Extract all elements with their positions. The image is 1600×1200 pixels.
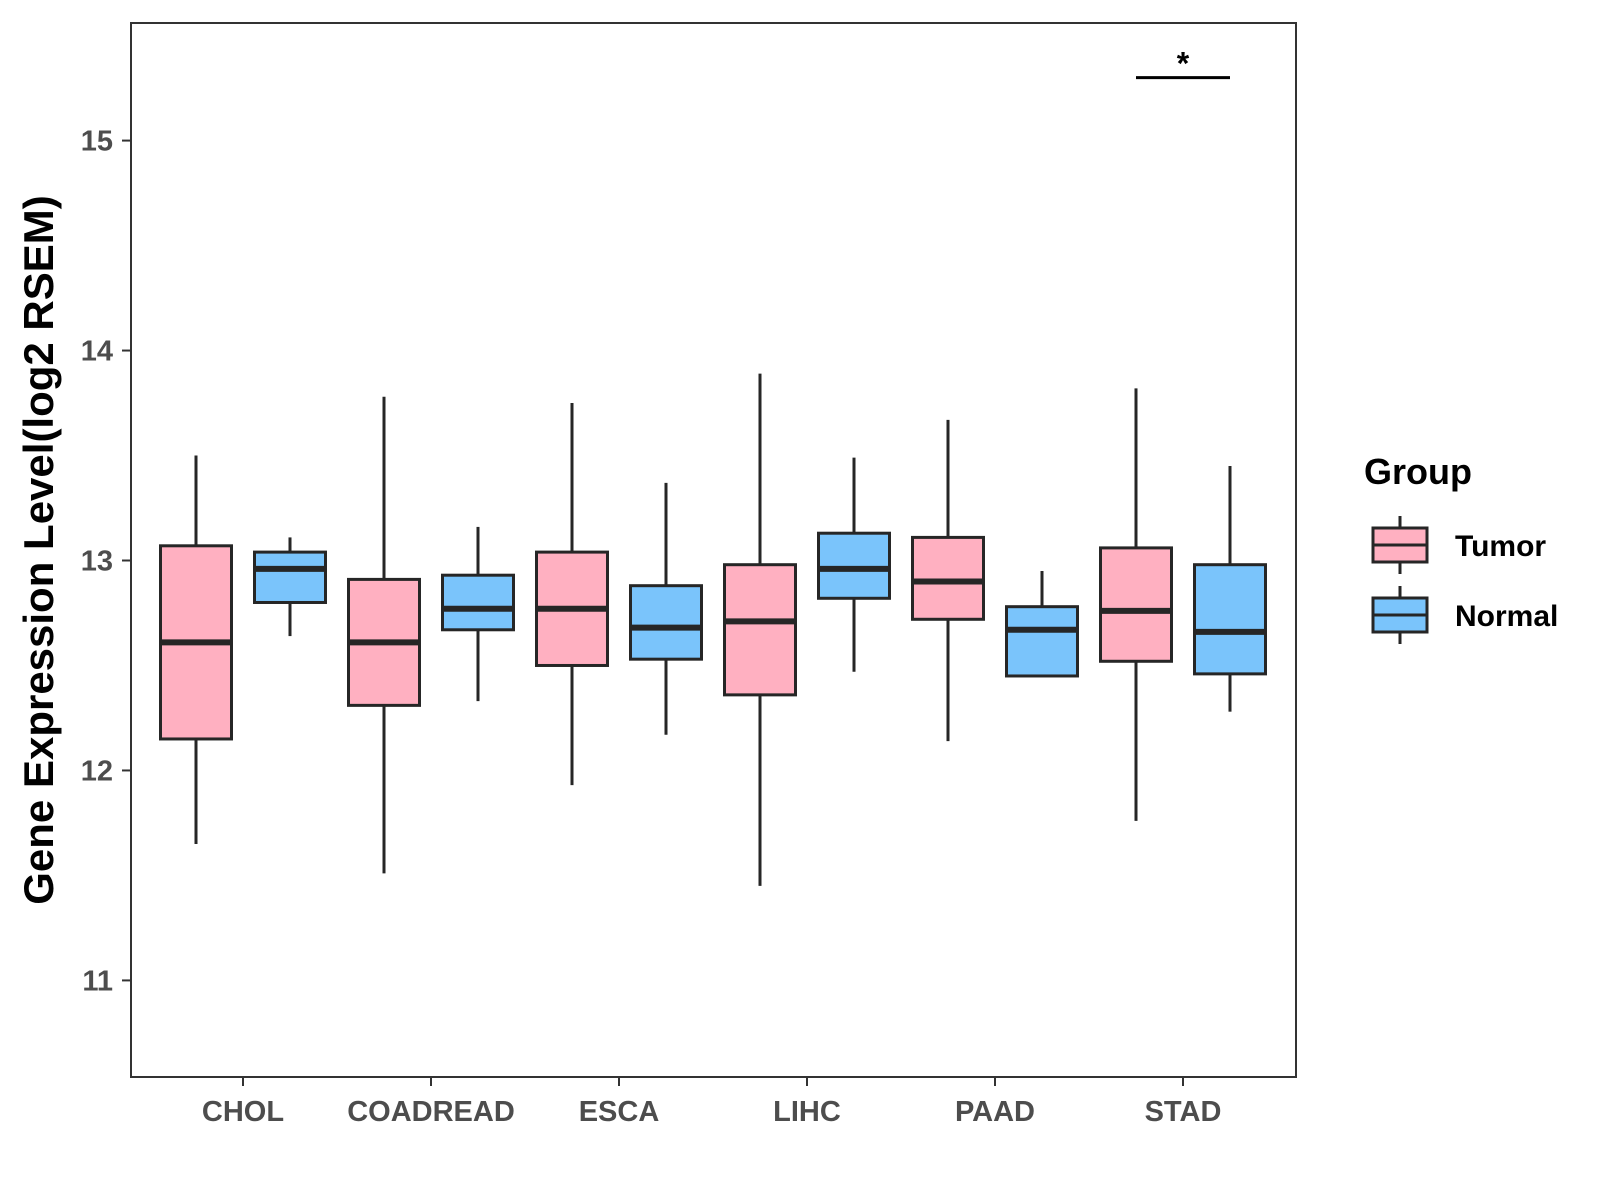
box-body: [1193, 563, 1267, 676]
box-series: [159, 373, 1267, 886]
significance-star: *: [1177, 46, 1190, 82]
y-axis-title: Gene Expression Level(log2 RSEM): [15, 195, 62, 905]
box-lihc-tumor: [723, 373, 797, 886]
legend-key-normal: [1371, 586, 1429, 644]
legend: Group Tumor Normal: [1364, 451, 1558, 644]
y-tick-label: 14: [81, 336, 113, 368]
box-stad-normal: [1193, 466, 1267, 712]
x-axis: CHOL COADREAD ESCA LIHC PAAD STAD: [202, 1077, 1221, 1128]
box-coadread-tumor: [347, 396, 421, 874]
series-tumor: [159, 373, 1173, 886]
box-body: [723, 563, 797, 697]
significance-annotations: *: [1136, 46, 1230, 82]
box-paad-normal: [1005, 570, 1079, 678]
box-body: [629, 584, 703, 661]
x-tick-label: LIHC: [773, 1096, 841, 1128]
legend-label-normal: Normal: [1455, 600, 1558, 633]
box-lihc-normal: [817, 457, 891, 672]
series-normal: [253, 457, 1267, 735]
x-tick-label: STAD: [1145, 1096, 1222, 1128]
y-tick-label: 15: [81, 126, 113, 158]
box-body: [817, 531, 891, 600]
legend-title: Group: [1364, 451, 1472, 492]
box-stad-tumor: [1099, 388, 1173, 821]
box-body: [1099, 546, 1173, 663]
y-tick-label: 13: [81, 545, 113, 577]
box-body: [441, 573, 515, 632]
box-body: [911, 535, 985, 621]
box-paad-tumor: [911, 419, 985, 742]
legend-label-tumor: Tumor: [1455, 530, 1546, 563]
x-tick-label: PAAD: [955, 1096, 1035, 1128]
y-axis: 11 12 13 14 15: [81, 126, 131, 997]
box-chol-tumor: [159, 455, 233, 844]
x-tick-label: COADREAD: [347, 1096, 515, 1128]
y-tick-label: 12: [81, 755, 113, 787]
x-tick-label: CHOL: [202, 1096, 284, 1128]
x-tick-label: ESCA: [579, 1096, 660, 1128]
box-chol-normal: [253, 537, 327, 637]
box-esca-normal: [629, 482, 703, 735]
box-esca-tumor: [535, 403, 609, 786]
legend-key-tumor: [1371, 516, 1429, 574]
box-body: [253, 550, 327, 604]
box-body: [1005, 605, 1079, 678]
box-coadread-normal: [441, 526, 515, 702]
y-tick-label: 11: [82, 965, 113, 997]
